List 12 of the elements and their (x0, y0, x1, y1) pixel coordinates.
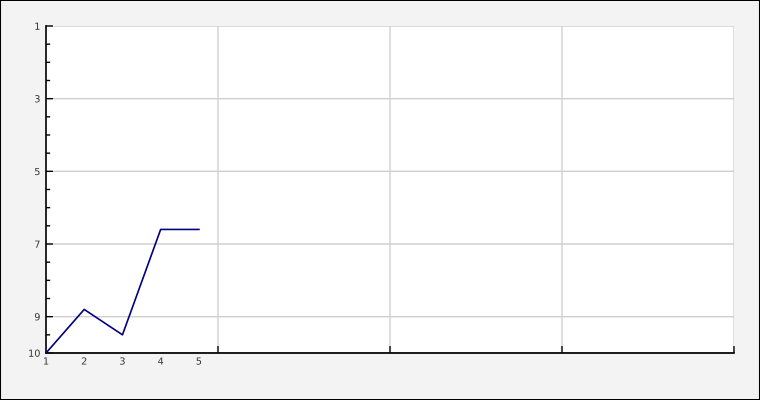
x-tick-label: 2 (82, 357, 86, 365)
x-tick-label: 3 (120, 357, 125, 365)
line-series (46, 228, 200, 353)
y-tick-label: 10 (29, 349, 40, 357)
y-tick-label: 7 (35, 240, 40, 248)
x-tick-label: 5 (196, 357, 202, 365)
y-tick-label: 5 (35, 168, 40, 176)
x-tick-label: 4 (158, 357, 164, 365)
x-tick-label: 1 (44, 357, 48, 365)
y-tick-label: 9 (34, 313, 40, 320)
y-tick-label: 3 (35, 95, 40, 102)
y-tick-label: 1 (35, 22, 40, 30)
